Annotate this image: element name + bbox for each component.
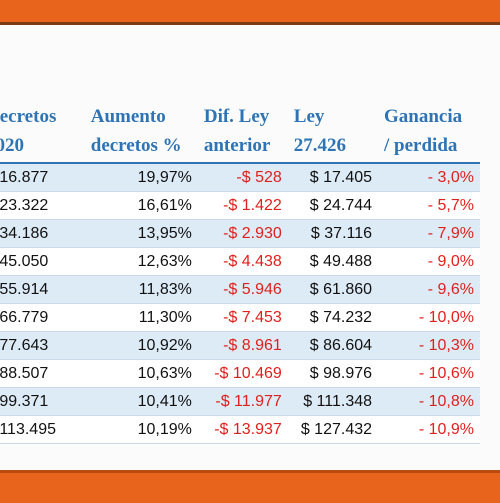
table-cell: $ 86.604 xyxy=(287,331,379,360)
header-line: anterior xyxy=(203,135,271,156)
header-line: Ley xyxy=(293,106,325,127)
table-cell: - 10,3% xyxy=(378,331,480,360)
table-cell: $ 88.507 xyxy=(0,359,85,388)
table-cell: -$ 8.961 xyxy=(197,331,288,360)
header-line: Aumento xyxy=(90,106,166,127)
table-cell: - 3,0% xyxy=(378,163,480,192)
table-cell: $ 61.860 xyxy=(287,275,379,304)
table-cell: $ 55.914 xyxy=(0,275,85,304)
table-cell: - 5,7% xyxy=(378,191,480,220)
table-cell: $ 77.643 xyxy=(0,331,85,360)
header-row: Decretos 2020 Aumento decretos % Dif. Ley ant… xyxy=(0,68,480,164)
table-cell: $ 98.976 xyxy=(287,359,379,388)
frame-bottom xyxy=(0,470,500,503)
table-cell: 13,95% xyxy=(84,219,198,248)
table-cell: $ 34.186 xyxy=(0,219,85,248)
table-cell: $ 23.322 xyxy=(0,191,85,220)
table-cell: -$ 528 xyxy=(197,163,288,192)
table-cell: 10,63% xyxy=(84,359,198,388)
table-cell: 16,61% xyxy=(84,191,198,220)
table-cell: -$ 1.422 xyxy=(197,191,288,220)
table-cell: -$ 10.469 xyxy=(197,359,288,388)
table-cell: -$ 11.977 xyxy=(197,387,288,416)
table-cell: $ 113.495 xyxy=(0,415,85,444)
column-header: Ley 27.426 xyxy=(287,68,379,164)
table-cell: - 10,6% xyxy=(378,359,480,388)
header-line: Dif. Ley xyxy=(203,106,270,127)
column-header: Ganancia / perdida xyxy=(378,68,480,164)
header-line: 2020 xyxy=(0,135,24,156)
header-line: 27.426 xyxy=(293,135,347,156)
table-cell: - 10,8% xyxy=(378,387,480,416)
table-cell: 12,63% xyxy=(84,247,198,276)
table-cell: $ 111.348 xyxy=(287,387,379,416)
table-cell: - 10,0% xyxy=(378,303,480,332)
table-cell: 11,30% xyxy=(84,303,198,332)
table-cell: - 10,9% xyxy=(378,415,480,444)
header-line: / perdida xyxy=(384,135,458,156)
table-cell: $ 66.779 xyxy=(0,303,85,332)
table-cell: - 9,6% xyxy=(378,275,480,304)
sheet: Decretos 2020 Aumento decretos % Dif. Ley ant… xyxy=(0,25,500,470)
table-cell: -$ 7.453 xyxy=(197,303,288,332)
table-cell: 10,19% xyxy=(84,415,198,444)
header-line: Decretos xyxy=(0,106,57,127)
table-cell: - 9,0% xyxy=(378,247,480,276)
column-header: Aumento decretos % xyxy=(84,68,198,164)
table-cell: 10,92% xyxy=(84,331,198,360)
table-cell: -$ 4.438 xyxy=(197,247,288,276)
table-cell: -$ 13.937 xyxy=(197,415,288,444)
table-cell: $ 37.116 xyxy=(287,219,379,248)
table-cell: $ 45.050 xyxy=(0,247,85,276)
table-cell: $ 127.432 xyxy=(287,415,379,444)
table-cell: $ 99.371 xyxy=(0,387,85,416)
table-cell: $ 74.232 xyxy=(287,303,379,332)
header-line: Ganancia xyxy=(384,106,463,127)
table-cell: $ 16.877 xyxy=(0,163,85,192)
table-cell: 11,83% xyxy=(84,275,198,304)
column-header: Decretos 2020 xyxy=(0,68,85,164)
column-header: Dif. Ley anterior xyxy=(197,68,288,164)
table-cell: 10,41% xyxy=(84,387,198,416)
table-cell: -$ 2.930 xyxy=(197,219,288,248)
header-line: decretos % xyxy=(90,135,182,156)
table-cell: $ 49.488 xyxy=(287,247,379,276)
table-cell: 19,97% xyxy=(84,163,198,192)
table-cell: $ 24.744 xyxy=(287,191,379,220)
data-table: Decretos 2020 Aumento decretos % Dif. Ley ant… xyxy=(0,68,480,444)
table-cell: - 7,9% xyxy=(378,219,480,248)
frame-top xyxy=(0,0,500,25)
table-cell: -$ 5.946 xyxy=(197,275,288,304)
table-cell: $ 17.405 xyxy=(287,163,379,192)
